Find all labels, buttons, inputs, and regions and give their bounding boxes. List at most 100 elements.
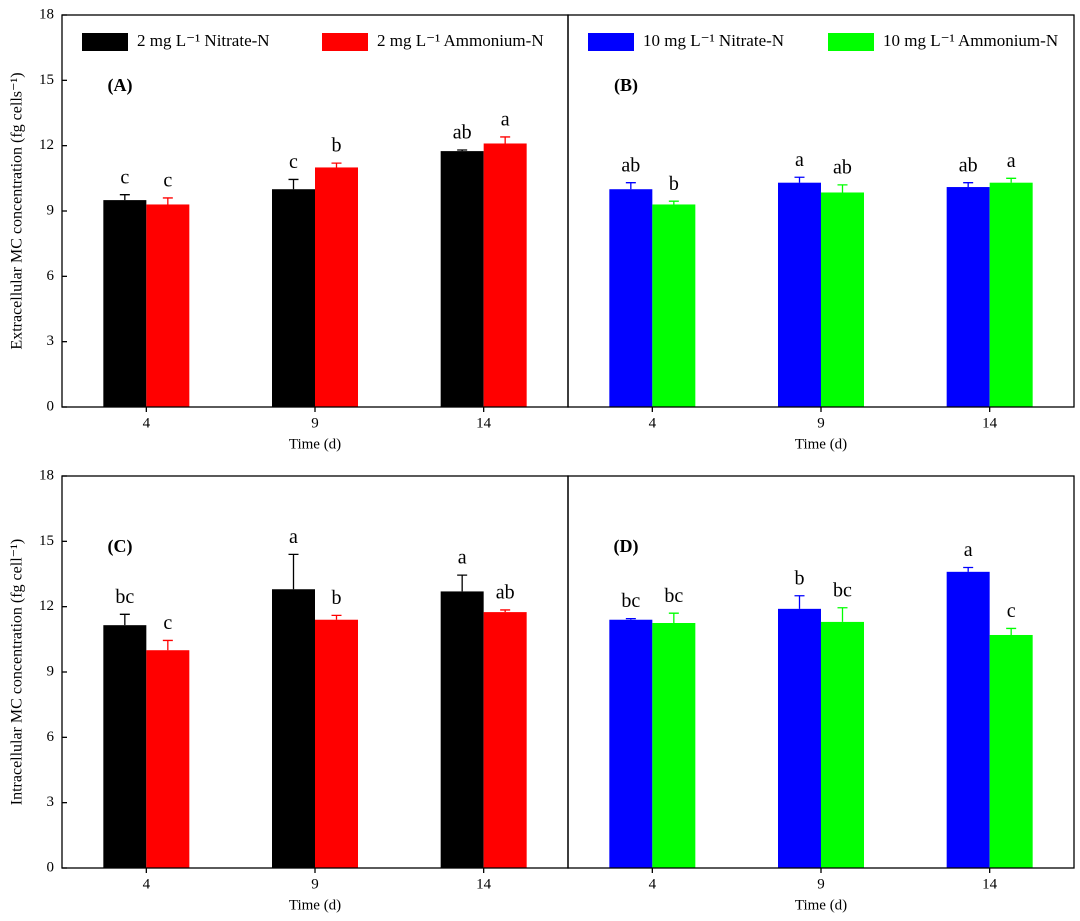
significance-letter: bc bbox=[833, 579, 852, 601]
significance-letter: a bbox=[795, 149, 804, 171]
bar bbox=[946, 187, 990, 407]
error-bar bbox=[288, 553, 299, 590]
panel-label: (A) bbox=[108, 75, 133, 96]
x-tick-label: 4 bbox=[143, 415, 151, 431]
y-tick-label: 0 bbox=[47, 859, 55, 875]
y-tick-label: 18 bbox=[39, 467, 54, 483]
bar bbox=[146, 204, 190, 407]
x-tick-label: 9 bbox=[311, 415, 319, 431]
bar bbox=[821, 621, 864, 868]
y-tick-label: 3 bbox=[47, 333, 55, 349]
significance-letter: ab bbox=[959, 154, 978, 176]
plot-frame bbox=[567, 475, 1075, 869]
error-bar bbox=[963, 566, 974, 572]
y-tick-label: 18 bbox=[39, 6, 54, 22]
error-bar bbox=[668, 612, 679, 623]
significance-letter: ab bbox=[833, 156, 852, 178]
x-tick-label: 14 bbox=[476, 876, 492, 892]
significance-letter: c bbox=[163, 612, 172, 634]
error-bar bbox=[837, 184, 848, 193]
bar bbox=[103, 625, 147, 868]
significance-letter: ab bbox=[621, 154, 640, 176]
bar bbox=[483, 612, 527, 868]
significance-letter: b bbox=[669, 173, 679, 195]
significance-letter: a bbox=[1007, 150, 1016, 172]
error-bar bbox=[457, 149, 468, 152]
bar bbox=[272, 189, 315, 407]
legend-swatch bbox=[828, 33, 874, 51]
x-tick-label: 9 bbox=[311, 876, 319, 892]
significance-letter: a bbox=[501, 109, 510, 131]
significance-letter: ab bbox=[496, 582, 515, 604]
x-axis-label: Time (d) bbox=[289, 897, 341, 913]
y-axis-label: Extracellular MC concentration (fg cells… bbox=[9, 72, 26, 349]
legend-label: 10 mg L⁻¹ Ammonium-N bbox=[883, 31, 1058, 50]
y-tick-label: 9 bbox=[47, 202, 55, 218]
y-tick-label: 12 bbox=[39, 137, 54, 153]
x-axis-label: Time (d) bbox=[795, 897, 847, 913]
y-tick-label: 6 bbox=[47, 729, 55, 745]
significance-letter: b bbox=[332, 135, 342, 157]
error-bar bbox=[500, 136, 511, 144]
legend-swatch bbox=[322, 33, 368, 51]
error-bar bbox=[500, 609, 511, 613]
plot-frame bbox=[567, 14, 1075, 408]
bar bbox=[778, 608, 821, 868]
significance-letter: c bbox=[289, 151, 298, 173]
error-bar bbox=[288, 178, 299, 190]
legend-swatch bbox=[82, 33, 128, 51]
significance-letter: bc bbox=[664, 585, 683, 607]
x-tick-label: 9 bbox=[817, 415, 825, 431]
bar bbox=[652, 623, 696, 868]
significance-letter: c bbox=[120, 166, 129, 188]
error-bar bbox=[794, 176, 805, 183]
bar bbox=[440, 151, 484, 407]
bar bbox=[103, 200, 147, 407]
significance-letter: c bbox=[163, 170, 172, 192]
error-bar bbox=[119, 194, 130, 201]
x-tick-label: 4 bbox=[649, 415, 657, 431]
y-tick-label: 15 bbox=[39, 72, 54, 88]
legend-label: 2 mg L⁻¹ Nitrate-N bbox=[137, 31, 270, 50]
significance-letter: b bbox=[795, 567, 805, 589]
error-bar bbox=[331, 162, 342, 168]
legend-label: 10 mg L⁻¹ Nitrate-N bbox=[643, 31, 784, 50]
x-tick-label: 4 bbox=[649, 876, 657, 892]
panel-label: (D) bbox=[614, 536, 639, 557]
error-bar bbox=[331, 614, 342, 620]
significance-letter: ab bbox=[453, 122, 472, 144]
error-bar bbox=[162, 197, 173, 205]
y-tick-label: 15 bbox=[39, 533, 54, 549]
x-axis-label: Time (d) bbox=[795, 436, 847, 452]
bar bbox=[946, 571, 990, 868]
bar bbox=[821, 192, 864, 407]
error-bar bbox=[1006, 177, 1017, 183]
y-tick-label: 3 bbox=[47, 794, 55, 810]
bar bbox=[483, 143, 527, 407]
bar bbox=[272, 589, 315, 868]
bar bbox=[315, 167, 358, 407]
y-tick-label: 0 bbox=[47, 398, 55, 414]
significance-letter: a bbox=[964, 539, 973, 561]
error-bar bbox=[794, 595, 805, 609]
legend-swatch bbox=[588, 33, 634, 51]
bar bbox=[146, 650, 190, 868]
bar bbox=[609, 619, 653, 868]
x-tick-label: 4 bbox=[143, 876, 151, 892]
bar bbox=[989, 634, 1033, 868]
error-bar bbox=[963, 182, 974, 188]
significance-letter: bc bbox=[621, 590, 640, 612]
y-tick-label: 9 bbox=[47, 663, 55, 679]
x-axis-label: Time (d) bbox=[289, 436, 341, 452]
significance-letter: a bbox=[458, 547, 467, 569]
significance-letter: c bbox=[1007, 600, 1016, 622]
error-bar bbox=[162, 639, 173, 651]
bar bbox=[989, 182, 1033, 407]
panel-label: (B) bbox=[614, 75, 638, 96]
error-bar bbox=[625, 182, 636, 190]
error-bar bbox=[457, 574, 468, 592]
bar bbox=[440, 591, 484, 868]
significance-letter: b bbox=[332, 587, 342, 609]
